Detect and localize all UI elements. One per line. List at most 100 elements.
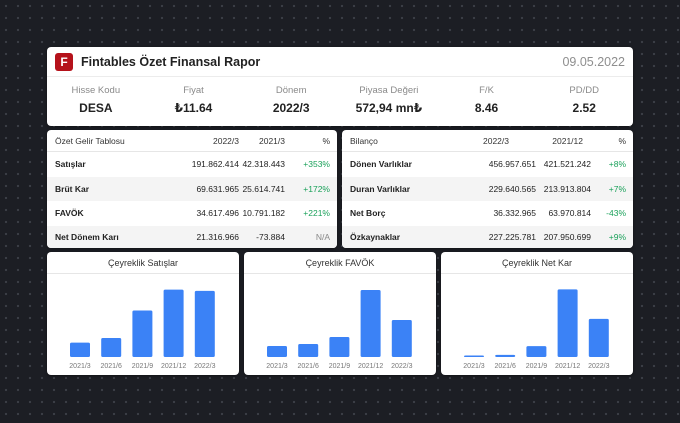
- x-tick-label: 2021/6: [100, 363, 122, 370]
- kpi-value: ₺11.64: [174, 101, 213, 115]
- x-tick-label: 2021/12: [358, 363, 383, 370]
- x-tick-label: 2021/9: [526, 363, 548, 370]
- kpi-label: Hisse Kodu: [71, 85, 121, 96]
- kpi-value: 8.46: [474, 101, 499, 115]
- chart-bar: [70, 342, 90, 357]
- kpi-label: Piyasa Değeri: [359, 85, 419, 96]
- cell-change: +8%: [608, 159, 626, 170]
- table-row: Satışlar 191.862.414 42.318.443 +353%: [47, 152, 337, 177]
- x-tick-label: 2021/3: [69, 363, 91, 370]
- table-row: Özkaynaklar 227.225.781 207.950.699 +9%: [342, 225, 633, 248]
- kpi-market-cap: Piyasa Değeri 572,94 mn₺: [340, 85, 438, 121]
- row-label: Duran Varlıklar: [350, 183, 411, 194]
- kpi-label: F/K: [479, 85, 494, 96]
- quarterly-favok-chart: Çeyreklik FAVÖK 2021/3 2021/6 2021/9 2021/1…: [244, 252, 436, 375]
- chart-title: Çeyreklik Satışlar: [47, 252, 239, 274]
- cell-previous: -73.884: [256, 231, 285, 242]
- table-row: Duran Varlıklar 229.640.565 213.913.804 …: [342, 176, 633, 201]
- x-tick-label: 2022/3: [588, 363, 610, 370]
- kpi-pb: PD/DD 2.52: [535, 85, 633, 121]
- kpi-label: Fiyat: [183, 85, 204, 96]
- chart-bar: [557, 289, 578, 357]
- kpi-label: Dönem: [275, 85, 307, 96]
- column-header: %: [618, 135, 626, 146]
- row-label: Satışlar: [55, 159, 86, 170]
- report-title: Fintables Özet Finansal Rapor: [81, 55, 261, 69]
- chart-bar: [329, 337, 350, 357]
- table-row: FAVÖK 34.617.496 10.791.182 +221%: [47, 201, 337, 226]
- quarterly-favok-plot: 2021/3 2021/6 2021/9 2021/12 2022/3: [266, 290, 413, 370]
- x-tick-label: 2021/9: [329, 363, 351, 370]
- x-tick-label: 2022/3: [194, 363, 216, 370]
- quarterly-sales-plot: 2021/3 2021/6 2021/9 2021/12 2022/3: [69, 289, 216, 370]
- kpi-label: PD/DD: [569, 85, 599, 96]
- cell-previous: 42.318.443: [242, 159, 285, 170]
- column-header: 2022/3: [483, 135, 509, 146]
- cell-change: +353%: [303, 159, 330, 170]
- table-row: Dönen Varlıklar 456.957.651 421.521.242 …: [342, 152, 633, 177]
- quarterly-sales-chart: Çeyreklik Satışlar 2021/3 2021/6 2021/9 202…: [47, 252, 239, 375]
- cell-previous: 63.970.814: [548, 208, 591, 219]
- chart-bar: [360, 290, 381, 357]
- kpi-price: Fiyat ₺11.64: [145, 85, 243, 121]
- cell-previous: 421.521.242: [543, 159, 591, 170]
- chart-bar: [391, 320, 412, 357]
- fintables-logo-icon: F: [55, 53, 73, 71]
- cell-previous: 25.614.741: [242, 183, 285, 194]
- cell-change: +9%: [608, 231, 626, 242]
- row-label: FAVÖK: [55, 208, 84, 219]
- x-tick-label: 2021/9: [132, 363, 154, 370]
- table-header-row: Bilanço 2022/3 2021/12 %: [342, 130, 633, 152]
- table-row: Net Dönem Karı 21.316.966 -73.884 N/A: [47, 225, 337, 248]
- row-label: Brüt Kar: [55, 183, 90, 194]
- chart-bar: [298, 344, 319, 357]
- x-tick-label: 2022/3: [391, 363, 413, 370]
- cell-current: 34.617.496: [196, 208, 239, 219]
- kpi-value: 572,94 mn₺: [355, 101, 423, 115]
- column-header: 2021/12: [552, 135, 583, 146]
- cell-current: 227.225.781: [488, 231, 536, 242]
- table-row: Brüt Kar 69.631.965 25.614.741 +172%: [47, 176, 337, 201]
- row-label: Net Borç: [350, 208, 386, 219]
- chart-title: Çeyreklik Net Kar: [441, 252, 633, 274]
- chart-bar: [495, 354, 516, 357]
- kpi-pe: F/K 8.46: [438, 85, 536, 121]
- cell-change: +221%: [303, 208, 330, 219]
- x-tick-label: 2021/12: [161, 363, 186, 370]
- cell-previous: 213.913.804: [543, 183, 591, 194]
- cell-current: 21.316.966: [196, 231, 239, 242]
- title-bar: F Fintables Özet Finansal Rapor 09.05.20…: [47, 47, 633, 77]
- chart-bar: [588, 318, 609, 357]
- x-tick-label: 2021/6: [297, 363, 319, 370]
- x-tick-label: 2021/12: [555, 363, 580, 370]
- row-label: Dönen Varlıklar: [350, 159, 412, 170]
- quarterly-net-profit-plot: 2021/3 2021/6 2021/9 2021/12 2022/3: [463, 289, 610, 370]
- cell-current: 229.640.565: [488, 183, 536, 194]
- x-tick-label: 2021/6: [494, 363, 516, 370]
- chart-bar: [267, 346, 287, 357]
- cell-previous: 207.950.699: [543, 231, 591, 242]
- kpi-value: DESA: [79, 101, 113, 115]
- column-header: 2021/3: [259, 135, 285, 146]
- kpi-ticker: Hisse Kodu DESA: [47, 85, 145, 121]
- chart-bar: [464, 355, 484, 357]
- chart-bar: [163, 289, 184, 357]
- cell-change: +172%: [303, 183, 330, 194]
- cell-change: +7%: [608, 183, 626, 194]
- x-tick-label: 2021/3: [266, 363, 288, 370]
- report-header-card: F Fintables Özet Finansal Rapor 09.05.20…: [47, 47, 633, 126]
- row-label: Özkaynaklar: [350, 231, 401, 242]
- column-header: Özet Gelir Tablosu: [55, 135, 125, 146]
- chart-title: Çeyreklik FAVÖK: [244, 252, 436, 274]
- kpi-value: 2022/3: [272, 101, 310, 115]
- chart-bar: [194, 290, 215, 357]
- kpi-period: Dönem 2022/3: [242, 85, 340, 121]
- report-date: 09.05.2022: [562, 55, 625, 69]
- cell-current: 36.332.965: [493, 208, 536, 219]
- column-header: Bilanço: [350, 135, 378, 146]
- chart-bar: [526, 346, 547, 357]
- cell-change: -43%: [606, 208, 626, 219]
- cell-change: N/A: [315, 231, 330, 242]
- cell-current: 191.862.414: [191, 159, 239, 170]
- cell-previous: 10.791.182: [242, 208, 285, 219]
